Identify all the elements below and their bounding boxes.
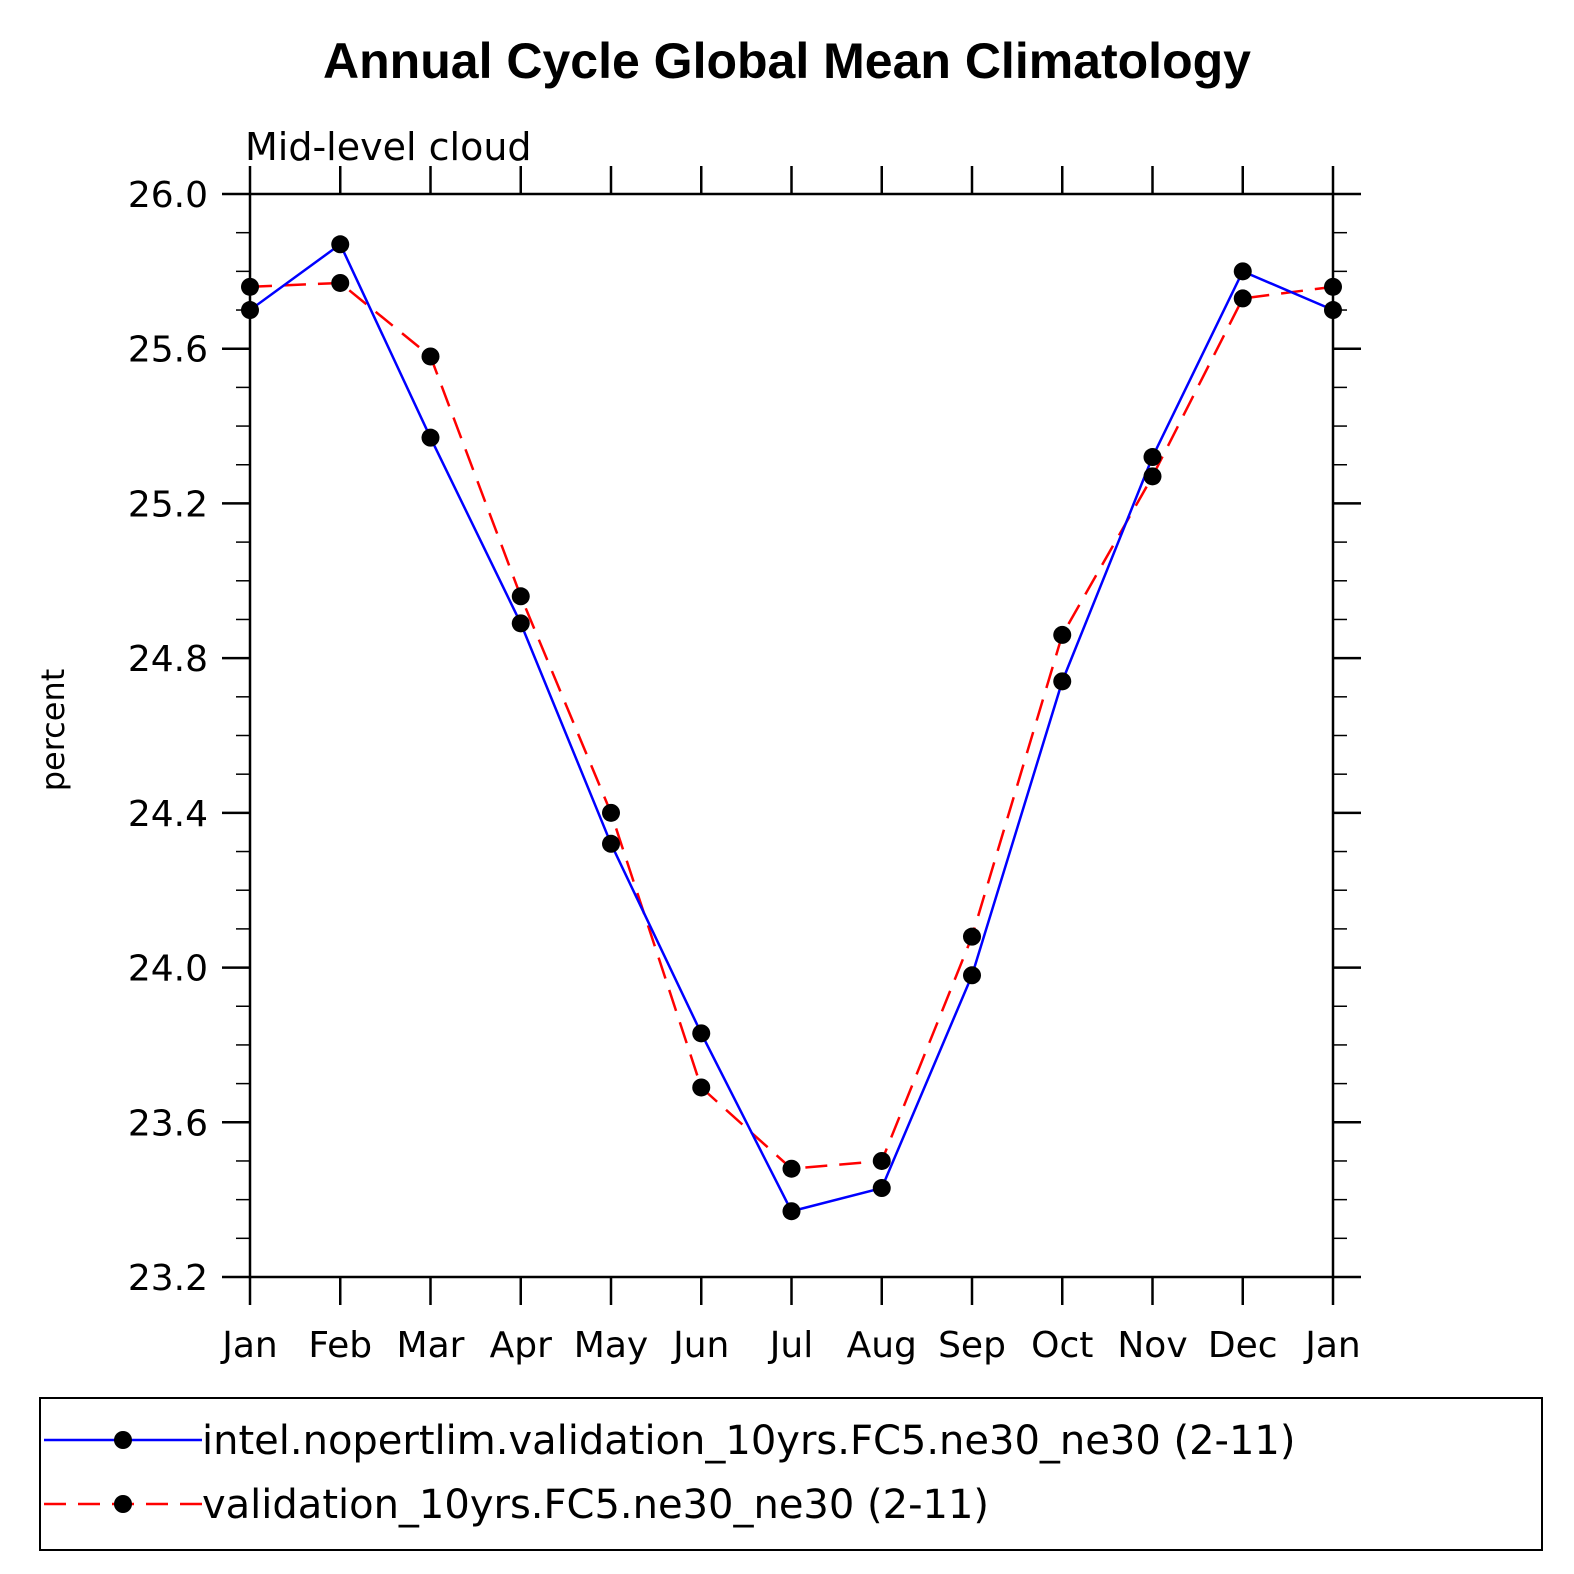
legend-label-1: intel.nopertlim.validation_10yrs.FC5.ne3… [202,1418,1295,1464]
data-point-s2 [511,587,530,606]
legend-marker-2 [114,1495,132,1513]
x-tick-label: May [574,1325,648,1366]
axes: Jan Feb Mar Apr May Jun Jul Aug Sep Oct Nov Dec Jan 2… [128,166,1361,1366]
plot-frame [248,192,1335,1279]
x-tick-label: Apr [490,1325,552,1366]
x-tick-label: Jan [1303,1325,1361,1366]
series-line-2 [249,281,1334,1170]
data-point-s1 [602,834,620,853]
y-tick-label: 24.0 [128,949,208,990]
data-point-s1 [872,1179,891,1198]
series-layer [241,235,1342,1221]
series-line-1 [249,242,1334,1213]
chart-subtitle: Mid-level cloud [245,125,532,169]
x-tick-label: Sep [938,1325,1006,1366]
chart-title: Annual Cycle Global Mean Climatology [323,33,1251,89]
y-tick-label: 24.4 [128,794,208,835]
data-point-s1 [331,235,350,254]
data-point-s2 [421,347,440,366]
data-point-s1 [1324,301,1342,320]
data-point-s1 [511,614,530,633]
y-tick-label: 26.0 [128,175,208,216]
y-tick-label: 23.6 [128,1103,208,1144]
data-point-s2 [1053,625,1072,644]
legend-item-1: intel.nopertlim.validation_10yrs.FC5.ne3… [44,1418,1295,1464]
data-point-s1 [782,1202,801,1221]
data-point-s2 [963,927,981,946]
data-point-s2 [602,803,620,822]
legend-box [39,1397,1543,1551]
x-tick-label: Oct [1031,1325,1093,1366]
data-point-s1 [241,301,259,320]
data-point-s1 [963,966,981,985]
x-tick-label: Jan [220,1325,278,1366]
data-point-s1 [421,428,440,447]
data-point-s1 [692,1024,711,1043]
data-point-s2 [872,1151,891,1170]
x-tick-label: Jun [671,1325,729,1366]
x-tick-label: Aug [847,1325,917,1366]
legend-item-2: validation_10yrs.FC5.ne30_ne30 (2-11) [44,1482,989,1528]
x-tick-label: Jul [768,1325,813,1366]
data-point-s2 [1233,289,1252,308]
legend-marker-1 [114,1431,132,1449]
data-point-s2 [1143,467,1162,486]
data-point-s1 [1143,448,1162,467]
y-tick-label: 23.2 [128,1258,208,1299]
y-tick-label: 25.6 [128,330,208,371]
data-point-s1 [1053,672,1072,691]
x-tick-label: Mar [397,1325,465,1366]
data-point-s2 [1324,277,1342,296]
y-tick-label: 25.2 [128,484,208,525]
data-point-s2 [241,277,259,296]
y-tick-label: 24.8 [128,639,208,680]
data-point-s2 [782,1159,801,1178]
x-tick-label: Feb [308,1325,372,1366]
legend-label-2: validation_10yrs.FC5.ne30_ne30 (2-11) [202,1482,989,1528]
y-axis-label: percent [34,669,72,792]
data-point-s2 [331,273,350,292]
data-point-s1 [1233,262,1252,281]
data-point-s2 [692,1078,711,1097]
x-tick-label: Dec [1208,1325,1278,1366]
x-tick-label: Nov [1117,1325,1187,1366]
